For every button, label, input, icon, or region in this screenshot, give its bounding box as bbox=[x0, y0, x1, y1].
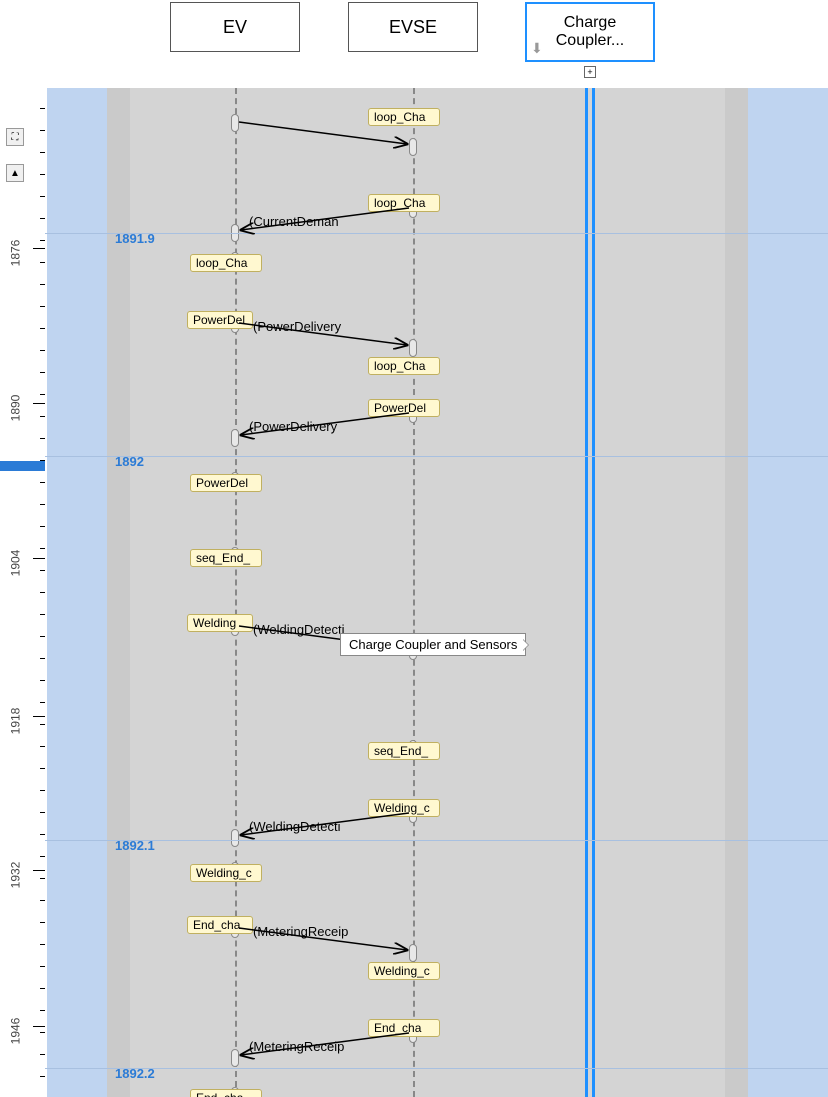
ruler-tick bbox=[40, 152, 45, 153]
ruler-tick bbox=[40, 856, 45, 857]
ruler-tick bbox=[40, 350, 45, 351]
time-label: 1892.1 bbox=[115, 838, 155, 853]
ruler-tick bbox=[40, 922, 45, 923]
ruler-tick bbox=[40, 878, 45, 879]
ruler-tick bbox=[40, 306, 45, 307]
time-label: 1892.2 bbox=[115, 1066, 155, 1081]
actor-evse[interactable]: EVSE bbox=[348, 2, 478, 52]
ruler-major-tick bbox=[33, 403, 45, 404]
ruler-tick bbox=[40, 196, 45, 197]
ruler-tick bbox=[40, 1054, 45, 1055]
ruler-tick bbox=[40, 702, 45, 703]
ruler-tick bbox=[40, 240, 45, 241]
ruler-label: 1946 bbox=[8, 1018, 22, 1045]
ruler-tick bbox=[40, 438, 45, 439]
time-label: 1891.9 bbox=[115, 231, 155, 246]
pin-icon: ⬇ bbox=[531, 40, 543, 56]
ruler-tick bbox=[40, 944, 45, 945]
ruler-tick bbox=[40, 1032, 45, 1033]
ruler-label: 1904 bbox=[8, 550, 22, 577]
ruler-tick bbox=[40, 724, 45, 725]
ruler-tick bbox=[40, 548, 45, 549]
ruler-tick bbox=[40, 218, 45, 219]
ruler-tick bbox=[40, 614, 45, 615]
ruler-tick bbox=[40, 394, 45, 395]
ruler-tick bbox=[40, 504, 45, 505]
actor-ev[interactable]: EV bbox=[170, 2, 300, 52]
ruler-tick bbox=[40, 658, 45, 659]
actor-charge-coupler[interactable]: ⬇ Charge Coupler... bbox=[525, 2, 655, 62]
plus-icon: + bbox=[587, 67, 592, 77]
time-label: 1892 bbox=[115, 454, 144, 469]
ruler-tick bbox=[40, 966, 45, 967]
ruler-tick bbox=[40, 812, 45, 813]
ruler-label: 1876 bbox=[8, 240, 22, 267]
ruler-label: 1890 bbox=[8, 395, 22, 422]
ruler-tick bbox=[40, 988, 45, 989]
ruler-tick bbox=[40, 768, 45, 769]
actor-header: EV EVSE ⬇ Charge Coupler... + bbox=[0, 0, 828, 68]
ruler-tick bbox=[40, 174, 45, 175]
ruler-tick bbox=[40, 636, 45, 637]
ruler-tick bbox=[40, 372, 45, 373]
ruler-tick bbox=[40, 1010, 45, 1011]
ruler-tick bbox=[40, 482, 45, 483]
ruler-major-tick bbox=[33, 248, 45, 249]
actor-label: EVSE bbox=[389, 17, 437, 38]
ruler-tick bbox=[40, 284, 45, 285]
tooltip-text: Charge Coupler and Sensors bbox=[349, 637, 517, 652]
ruler-tick bbox=[40, 108, 45, 109]
ruler-major-tick bbox=[33, 870, 45, 871]
ruler-tick bbox=[40, 834, 45, 835]
ruler-major-tick bbox=[33, 558, 45, 559]
ruler-major-tick bbox=[33, 716, 45, 717]
ruler-tick bbox=[40, 790, 45, 791]
ruler-tick bbox=[40, 1076, 45, 1077]
ruler-tick bbox=[40, 416, 45, 417]
sequence-diagram[interactable]: loop_Cha(CurrentDemanloop_Chaloop_Cha(Po… bbox=[0, 88, 828, 1097]
tooltip: Charge Coupler and Sensors bbox=[340, 633, 526, 656]
ruler-tick bbox=[40, 570, 45, 571]
ruler-tick bbox=[40, 130, 45, 131]
actor-label: Charge Coupler... bbox=[531, 14, 649, 51]
ruler-tick bbox=[40, 262, 45, 263]
ruler-label: 1932 bbox=[8, 862, 22, 889]
actor-label: EV bbox=[223, 17, 247, 38]
ruler-scroll-thumb[interactable] bbox=[0, 461, 45, 471]
collapse-up-icon[interactable]: ▲ bbox=[6, 164, 24, 182]
ruler-tick bbox=[40, 900, 45, 901]
ruler-tick bbox=[40, 328, 45, 329]
ruler-tick bbox=[40, 746, 45, 747]
ruler-tick bbox=[40, 526, 45, 527]
ruler-label: 1918 bbox=[8, 708, 22, 735]
time-ruler[interactable]: 1876 1890 1904 1918 1932 1946 bbox=[0, 88, 45, 1097]
ruler-major-tick bbox=[33, 1026, 45, 1027]
expand-icon[interactable]: ⛶ bbox=[6, 128, 24, 146]
ruler-tick bbox=[40, 592, 45, 593]
ruler-tick bbox=[40, 680, 45, 681]
time-layer: 1891.9 1892 1892.1 1892.2 bbox=[0, 88, 828, 1097]
expand-toggle[interactable]: + bbox=[584, 66, 596, 78]
